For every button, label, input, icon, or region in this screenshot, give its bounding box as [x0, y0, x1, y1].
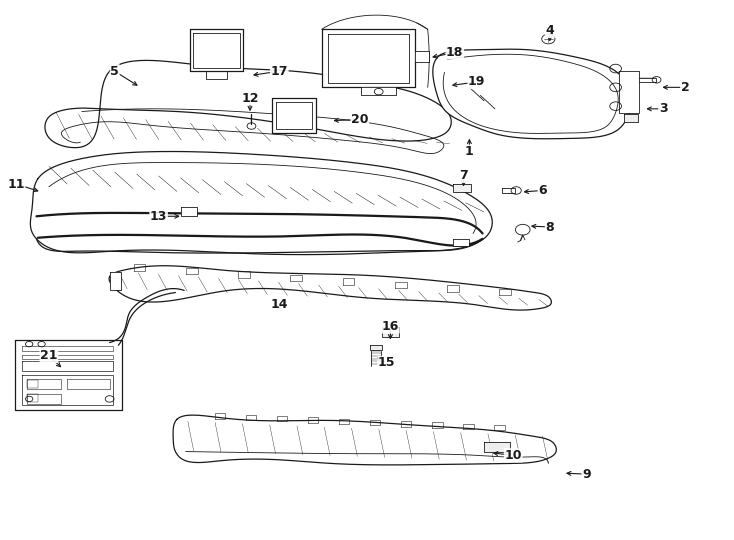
Polygon shape: [277, 416, 287, 421]
Polygon shape: [291, 275, 302, 281]
Text: 14: 14: [271, 299, 288, 312]
Text: 9: 9: [582, 468, 591, 481]
Polygon shape: [181, 207, 197, 217]
Text: 21: 21: [40, 349, 58, 362]
Text: 13: 13: [150, 210, 167, 223]
Polygon shape: [339, 418, 349, 424]
Polygon shape: [186, 268, 197, 274]
Polygon shape: [27, 380, 38, 388]
Polygon shape: [238, 272, 250, 278]
Text: 15: 15: [378, 356, 396, 369]
Polygon shape: [321, 29, 415, 87]
Text: 1: 1: [465, 145, 473, 158]
Polygon shape: [432, 422, 443, 428]
Polygon shape: [433, 49, 631, 139]
Polygon shape: [401, 421, 412, 427]
Polygon shape: [499, 289, 511, 295]
Text: 12: 12: [241, 92, 259, 105]
Text: 19: 19: [468, 76, 485, 89]
Polygon shape: [454, 184, 470, 192]
Text: 10: 10: [504, 449, 522, 462]
Polygon shape: [502, 188, 515, 193]
Text: 17: 17: [271, 65, 288, 78]
Polygon shape: [173, 415, 556, 465]
Polygon shape: [343, 278, 355, 285]
Text: 16: 16: [382, 320, 399, 333]
Polygon shape: [484, 442, 509, 451]
Text: 11: 11: [7, 178, 25, 191]
Text: 6: 6: [538, 184, 547, 197]
Text: 18: 18: [446, 46, 463, 59]
Polygon shape: [215, 413, 225, 418]
Polygon shape: [206, 71, 227, 79]
Text: 2: 2: [680, 81, 689, 94]
Polygon shape: [415, 51, 429, 62]
Polygon shape: [45, 60, 451, 147]
Polygon shape: [109, 266, 551, 310]
Text: 20: 20: [351, 113, 368, 126]
Polygon shape: [272, 98, 316, 133]
Polygon shape: [447, 285, 459, 292]
Text: 4: 4: [545, 24, 554, 37]
Polygon shape: [370, 420, 380, 425]
Polygon shape: [30, 152, 493, 255]
Text: 5: 5: [110, 65, 119, 78]
Polygon shape: [619, 71, 639, 113]
Polygon shape: [625, 114, 638, 122]
Polygon shape: [639, 78, 656, 82]
Polygon shape: [454, 239, 469, 246]
Text: 7: 7: [459, 170, 468, 183]
Polygon shape: [246, 415, 256, 420]
Polygon shape: [463, 424, 473, 429]
Polygon shape: [382, 327, 399, 337]
Polygon shape: [109, 272, 120, 291]
Polygon shape: [27, 394, 38, 402]
Polygon shape: [15, 340, 122, 410]
Polygon shape: [190, 29, 243, 71]
Polygon shape: [308, 417, 319, 423]
Text: 8: 8: [545, 220, 554, 233]
Polygon shape: [361, 87, 396, 96]
Polygon shape: [495, 425, 504, 430]
Polygon shape: [395, 282, 407, 288]
Text: 3: 3: [659, 103, 667, 116]
Polygon shape: [370, 345, 382, 349]
Polygon shape: [134, 265, 145, 271]
